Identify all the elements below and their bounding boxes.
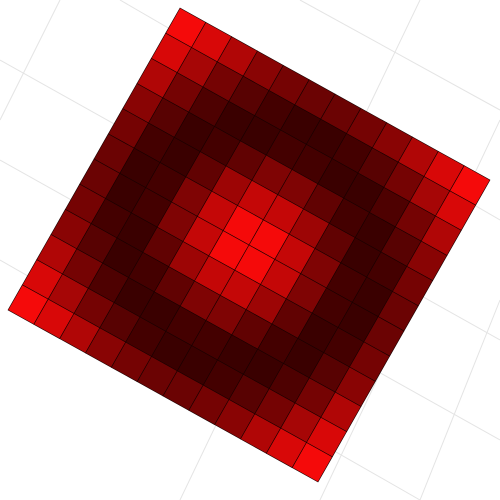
bg-line [0, 0, 61, 121]
surface [7, 7, 491, 483]
bg-line [299, 0, 500, 111]
bg-line [419, 299, 500, 500]
surface-cell [291, 442, 333, 483]
